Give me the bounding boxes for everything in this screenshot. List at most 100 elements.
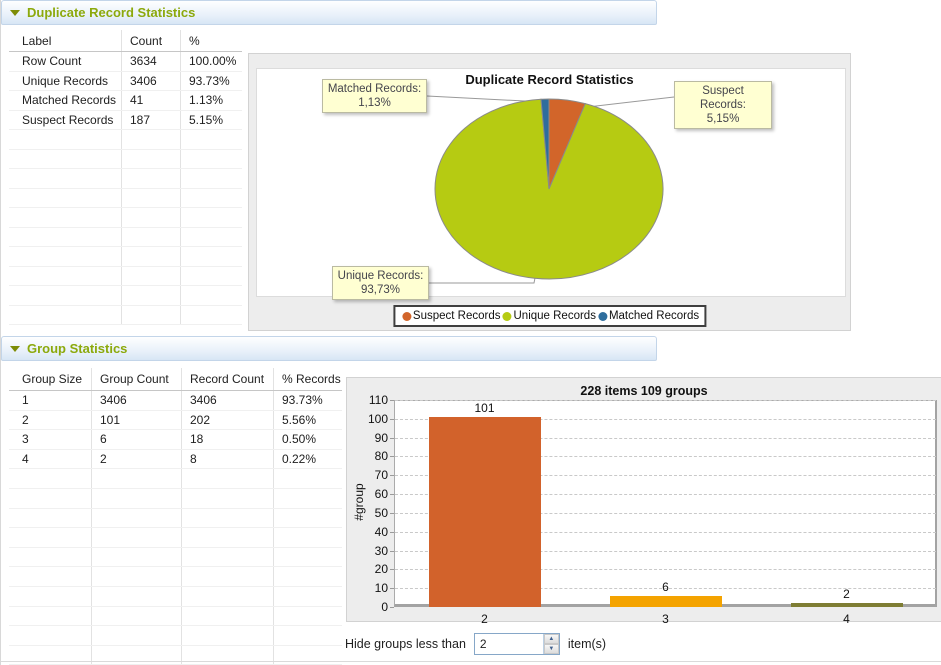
table-cell: 5.15%: [189, 112, 224, 127]
table-cell: [122, 208, 181, 227]
hide-groups-control: Hide groups less than 2 ▲ ▼ item(s): [345, 631, 606, 657]
table-cell: [182, 606, 274, 626]
table-cell: [181, 169, 242, 188]
table-cell: [122, 286, 181, 305]
pie-slice-matched-records: [540, 98, 550, 190]
table-cell: [9, 567, 92, 586]
spinner-up-button[interactable]: ▲: [543, 634, 559, 644]
table-cell: [181, 130, 242, 149]
table-cell: [92, 567, 182, 586]
bar-y-axis-label: #group: [352, 483, 366, 521]
callout-percentage: 5,15%: [706, 113, 740, 125]
section-header-duplicate-record-statistics[interactable]: Duplicate Record Statistics: [1, 0, 657, 25]
gridline: [395, 569, 936, 571]
table-cell: 3634: [122, 52, 181, 71]
table-cell: [182, 528, 274, 547]
spinner-down-button[interactable]: ▼: [543, 644, 559, 654]
table-cell: [274, 509, 342, 528]
section-title-group: Group Statistics: [27, 341, 128, 356]
table-cell: 5.56%: [282, 412, 317, 427]
table-empty-row: [9, 645, 342, 665]
table-row[interactable]: 3 6 18 0.50%: [9, 430, 342, 450]
legend-item: Matched Records: [596, 310, 699, 322]
table-cell: 8: [182, 449, 274, 469]
column-header: Record Count: [182, 368, 274, 390]
table-empty-row: [9, 227, 242, 247]
x-tick-label: 4: [843, 612, 850, 626]
table-cell: [182, 469, 274, 488]
table-row[interactable]: 2 101 202 5.56%: [9, 410, 342, 431]
table-cell: Matched Records: [9, 91, 122, 110]
hide-groups-value[interactable]: 2: [479, 637, 487, 651]
hide-groups-label: Hide groups less than: [345, 637, 466, 651]
table-cell: 187: [122, 110, 181, 129]
y-tick-mark: [390, 418, 394, 420]
table-empty-row: [9, 247, 242, 267]
hide-groups-suffix: item(s): [567, 637, 607, 651]
table-cell: [92, 469, 182, 488]
table-cell: 101: [92, 410, 182, 430]
table-cell: [9, 286, 122, 305]
table-cell: [9, 188, 122, 207]
duplicate-statistics-table: Label Count% Row Count 3634 100.00% Unique Re…: [9, 30, 242, 325]
table-empty-row: [9, 286, 242, 306]
table-row[interactable]: Suspect Records 187 5.15%: [9, 110, 242, 130]
section-header-group-statistics[interactable]: Group Statistics: [1, 336, 657, 361]
table-cell: [92, 528, 182, 547]
table-cell: [9, 469, 92, 488]
x-tick-label: 3: [662, 612, 669, 626]
hide-groups-spinner[interactable]: 2 ▲ ▼: [473, 633, 560, 655]
y-tick-label: 70: [374, 468, 388, 483]
pie-callout-suspect-records: Suspect Records: 5,15%: [674, 81, 772, 129]
table-row[interactable]: 1 3406 3406 93.73%: [9, 391, 342, 411]
table-cell: [274, 587, 342, 606]
table-cell: [9, 266, 122, 285]
y-tick-mark: [390, 550, 394, 552]
pie-legend: Suspect Records Unique Records Matched Rec…: [392, 305, 707, 327]
table-row[interactable]: Row Count 3634 100.00%: [9, 52, 242, 72]
table-cell: [181, 286, 242, 305]
y-tick-label: 80: [374, 449, 388, 464]
y-tick-mark: [390, 588, 394, 590]
column-header: % Records: [282, 372, 341, 386]
y-tick-mark: [390, 494, 394, 496]
legend-label: Unique Records: [513, 310, 596, 322]
y-tick-label: 50: [374, 505, 388, 520]
table-row[interactable]: Unique Records 3406 93.73%: [9, 71, 242, 91]
x-tick-label: 2: [481, 612, 488, 626]
y-tick-label: 10: [374, 581, 388, 596]
table-cell: [122, 266, 181, 285]
table-header-row: Group Size Group Count Record Count % Recor…: [9, 368, 342, 391]
table-empty-row: [9, 547, 342, 568]
table-empty-row: [9, 149, 242, 169]
spinner-buttons: ▲ ▼: [542, 634, 559, 654]
collapse-arrow-icon[interactable]: [10, 345, 20, 352]
y-tick-label: 30: [374, 543, 388, 558]
group-statistics-table: Group Size Group Count Record Count % Recor…: [9, 368, 342, 665]
table-cell: [274, 607, 342, 626]
table-cell: [274, 567, 342, 586]
column-header: Group Size: [9, 368, 92, 390]
table-cell: [92, 645, 182, 665]
table-row[interactable]: 4 2 8 0.22%: [9, 449, 342, 470]
table-cell: [9, 508, 92, 528]
bar-group-size-4: [790, 603, 903, 607]
table-row[interactable]: Matched Records 41 1.13%: [9, 91, 242, 111]
table-header-row: Label Count%: [9, 30, 242, 52]
collapse-arrow-icon[interactable]: [10, 9, 20, 16]
pie-slice-unique-records: [434, 98, 664, 280]
table-empty-row: [9, 508, 342, 529]
table-cell: [92, 586, 182, 606]
table-cell: [9, 149, 122, 168]
section-title-duplicate: Duplicate Record Statistics: [27, 5, 196, 20]
table-cell: [181, 150, 242, 169]
legend-item: Unique Records: [500, 310, 596, 322]
y-tick-mark: [390, 400, 394, 401]
table-cell: [9, 586, 92, 606]
table-empty-row: [9, 305, 242, 325]
table-cell: [181, 189, 242, 208]
table-empty-row: [9, 208, 242, 228]
gridline: [395, 550, 936, 552]
table-cell: 41: [122, 91, 181, 110]
